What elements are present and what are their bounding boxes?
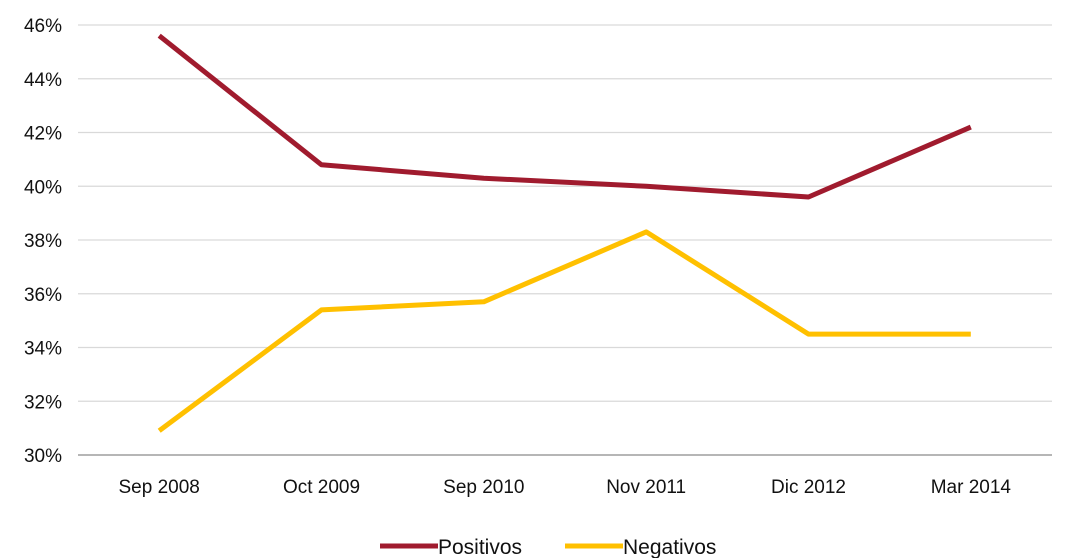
series-line-negativos <box>157 229 971 433</box>
x-tick-label: Dic 2012 <box>771 477 846 498</box>
y-tick-label: 30% <box>24 446 62 467</box>
legend: Positivos Negativos <box>380 536 716 558</box>
x-tick-label: Oct 2009 <box>283 477 360 498</box>
legend-label-positivos: Positivos <box>438 536 522 558</box>
x-tick-label: Sep 2010 <box>443 477 524 498</box>
y-tick-label: 40% <box>24 177 62 198</box>
y-axis-tick-labels: 30% 32% 34% 36% 38% 40% 42% 44% 46% <box>24 16 62 467</box>
y-tick-label: 38% <box>24 231 62 252</box>
y-tick-label: 46% <box>24 16 62 37</box>
y-tick-label: 44% <box>24 70 62 91</box>
gridlines <box>78 24 1052 402</box>
x-tick-label: Nov 2011 <box>606 477 686 498</box>
series-lines <box>157 33 972 433</box>
y-tick-label: 34% <box>24 339 62 360</box>
x-tick-label: Sep 2008 <box>118 477 199 498</box>
x-tick-label: Mar 2014 <box>931 477 1012 498</box>
x-axis-tick-labels: Sep 2008 Oct 2009 Sep 2010 Nov 2011 Dic 2012… <box>118 477 1011 498</box>
series-line-positivos <box>157 33 972 200</box>
y-tick-label: 36% <box>24 285 62 306</box>
y-tick-label: 32% <box>24 392 62 413</box>
y-tick-label: 42% <box>24 124 62 145</box>
legend-label-negativos: Negativos <box>623 536 716 558</box>
